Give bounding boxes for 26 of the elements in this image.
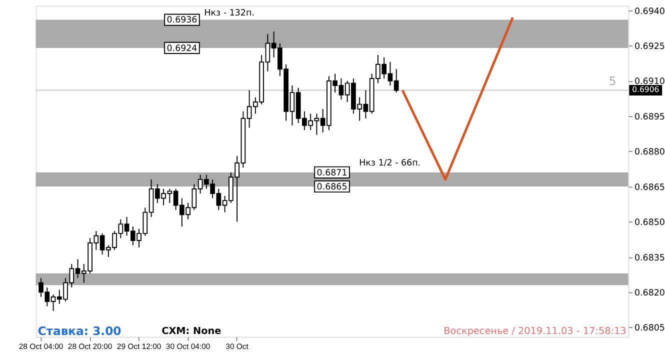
annotation: 0.6871 — [316, 168, 348, 178]
y-tick-label: 0.6820 — [634, 288, 665, 299]
annotation: 0.6865 — [316, 182, 348, 192]
x-tick-label: 30 Oct — [226, 342, 250, 351]
y-tick-label: 0.6925 — [634, 42, 665, 52]
annotation: 0.6936 — [166, 16, 198, 26]
y-tick-label: 0.6895 — [634, 112, 665, 122]
annotation: 5 — [608, 74, 616, 88]
x-tick-label: 28 Oct 20:00 — [68, 342, 112, 351]
y-tick-label: 0.6940 — [634, 6, 665, 17]
y-tick-label: 0.6850 — [634, 218, 665, 228]
annotation: Ставка: 3.00 — [38, 324, 122, 338]
x-tick-label: 28 Oct 04:00 — [18, 342, 64, 351]
annotation: 0.6924 — [166, 44, 198, 54]
y-tick-label: 0.6805 — [634, 324, 665, 334]
y-tick-label: 0.6835 — [634, 253, 665, 264]
x-tick-label: 30 Oct 04:00 — [166, 342, 210, 351]
annotation: Нкз 1/2 - 66п. — [359, 158, 421, 168]
annotation: Нкз - 132п. — [204, 8, 254, 18]
x-tick-label: 29 Oct 12:00 — [116, 342, 162, 351]
annotation: CXM: None — [162, 326, 222, 337]
y-tick-label: 0.6910 — [634, 77, 665, 88]
y-tick-label: 0.6880 — [634, 148, 665, 158]
y-tick-label: 0.6865 — [634, 182, 665, 193]
annotation: Воскресенье / 2019.11.03 - 17:58:13 — [444, 326, 626, 337]
ref-line-label: 0.6906 — [632, 85, 660, 94]
